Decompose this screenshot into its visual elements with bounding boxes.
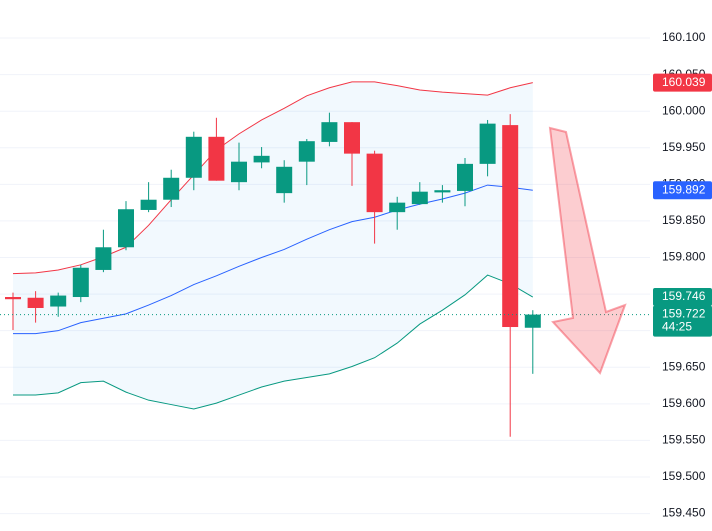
candle-body xyxy=(434,190,451,193)
band-line xyxy=(13,184,533,335)
candle-body xyxy=(479,123,496,164)
price-axis: 160.100160.050160.000159.950159.900159.8… xyxy=(653,30,712,520)
candle-body xyxy=(50,295,67,307)
price-badge xyxy=(653,181,712,200)
price-badge-label: 159.892 xyxy=(662,182,706,196)
price-badge xyxy=(653,73,712,92)
candle-body xyxy=(5,297,21,300)
y-tick-label: 159.650 xyxy=(662,359,706,373)
price-badge-label: 159.722 xyxy=(662,307,706,321)
y-tick-label: 160.000 xyxy=(662,103,706,117)
down-arrow xyxy=(548,126,627,375)
countdown-label: 44:25 xyxy=(662,320,692,334)
y-tick-label: 159.800 xyxy=(662,250,706,264)
y-tick-label: 159.500 xyxy=(662,469,706,483)
candle-body xyxy=(366,153,383,213)
plot xyxy=(0,81,650,437)
candle-body xyxy=(95,247,112,270)
candle-body xyxy=(276,166,293,194)
price-badge xyxy=(653,288,712,307)
candle-body xyxy=(27,297,44,308)
price-badge xyxy=(653,305,712,337)
candle-body xyxy=(344,122,360,154)
candle-body xyxy=(118,209,134,248)
y-tick-label: 159.600 xyxy=(662,396,706,410)
candle-body xyxy=(72,267,89,298)
candle-body xyxy=(163,177,180,200)
candle-body xyxy=(524,314,541,328)
price-badge-label: 160.039 xyxy=(662,75,706,89)
band-fill xyxy=(13,81,533,409)
band-line xyxy=(13,274,534,410)
candle-body xyxy=(185,136,202,178)
candle-body xyxy=(389,202,406,213)
candle-body xyxy=(140,199,157,210)
y-tick-label: 159.850 xyxy=(662,213,706,227)
price-badge-label: 159.746 xyxy=(662,289,706,303)
candle-body xyxy=(411,191,428,205)
candle-body xyxy=(298,141,315,162)
y-tick-label: 160.100 xyxy=(662,30,706,44)
candle-body xyxy=(208,136,225,181)
candle-body xyxy=(457,163,473,191)
candle-body xyxy=(502,125,519,328)
grid xyxy=(0,37,650,515)
y-tick-label: 159.450 xyxy=(662,506,706,520)
y-tick-label: 159.550 xyxy=(662,433,706,447)
y-tick-label: 159.950 xyxy=(662,140,706,154)
candle-body xyxy=(231,161,247,183)
candle-body xyxy=(253,155,270,163)
candle-body xyxy=(321,122,338,142)
